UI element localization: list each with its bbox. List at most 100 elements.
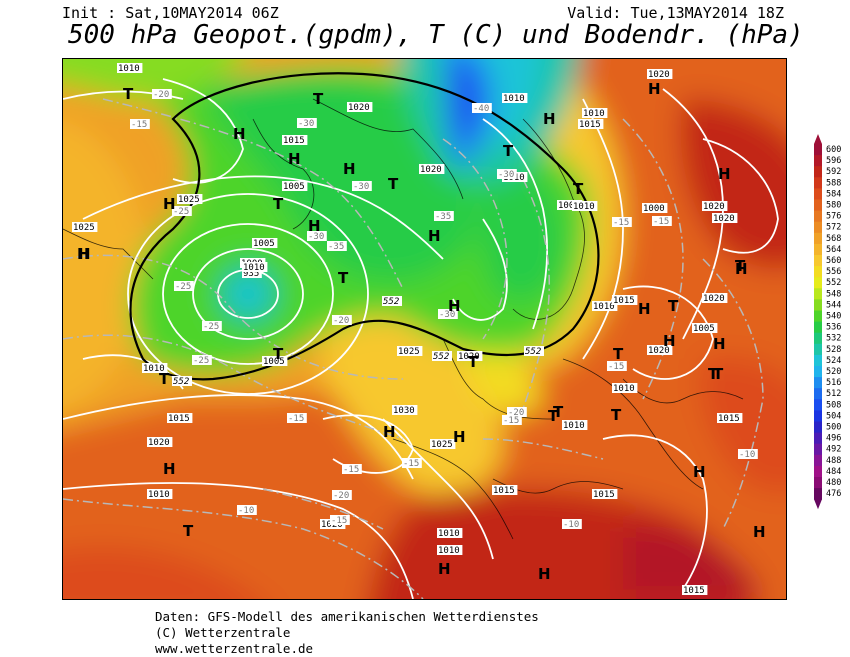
pressure-label-bg [437,545,463,555]
pressure-label: 1020 [713,214,735,224]
low-pressure-marker: T [503,142,514,160]
temp-label-bg [202,321,222,331]
pressure-label: 1015 [613,296,635,306]
color-scale-legend: 600 596 592 588 584 580 576 572 568 564 560 556 552 5… [813,134,849,524]
pressure-label: 1015 [683,586,705,596]
temp-label-bg [297,118,317,128]
legend-swatch [814,255,822,267]
pressure-label: 1010 [573,202,595,212]
pressure-label: 1005 [283,182,305,192]
legend-swatch [814,354,822,367]
map-title: 500 hPa Geopot.(gpdm), T (C) und Bodendr… [68,20,804,50]
legend-swatch [814,155,822,167]
pressure-label: 1010 [438,546,460,556]
legend-level-label: 600 [826,145,841,155]
legend-level-label: 552 [826,278,841,288]
pressure-label: 1015 [718,414,740,424]
legend-swatch [814,299,822,311]
high-pressure-marker: H [308,217,321,235]
legend-level-label: 560 [826,256,841,266]
high-pressure-marker: H [538,565,551,583]
temp-label-bg [352,181,372,191]
legend-swatch [814,443,822,456]
pressure-label-bg [242,262,268,272]
geopotential-label-bg [172,376,192,386]
low-pressure-marker: T [313,90,324,108]
high-pressure-marker: H [638,300,651,318]
temp-label: -20 [333,316,349,326]
legend-level-label: 572 [826,223,841,233]
pressure-label-bg [647,69,673,79]
legend-swatch [814,277,822,289]
legend-top-arrow [814,134,822,144]
low-pressure-marker: T [553,403,564,421]
geopotential-label: 552 [173,377,189,387]
pressure-label-bg [557,200,583,210]
footer-url[interactable]: www.wetterzentrale.de [155,641,314,656]
high-pressure-marker: H [448,297,461,315]
legend-level-label: 536 [826,323,841,333]
legend-swatch [814,366,822,378]
footer-credits: Daten: GFS-Modell des amerikanischen Wet… [155,609,539,657]
temp-label-bg [130,119,150,129]
legend-level-label: 516 [826,378,841,388]
pressure-label-bg [397,346,423,356]
temp-label-bg [174,281,194,291]
legend-level-label: 556 [826,267,841,277]
low-pressure-marker: T [611,406,622,424]
low-pressure-marker: T [273,345,284,363]
legend-level-label: 564 [826,245,841,255]
legend-level-label: 520 [826,367,841,377]
pressure-label: 1010 [613,384,635,394]
pressure-label: 1000 [558,201,580,211]
pressure-label-bg [592,301,618,311]
legend-swatch [814,465,822,478]
legend-swatch [814,421,822,434]
temp-label-bg [607,361,627,371]
temp-label: -15 [608,362,624,372]
low-pressure-marker: T [613,345,624,363]
pressure-label-bg [242,268,262,278]
low-pressure-marker: T [668,297,679,315]
high-pressure-marker: H [648,80,661,98]
legend-swatch [814,399,822,411]
geopotential-label: 552 [525,347,541,357]
temp-label: -15 [613,218,629,228]
legend-level-label: 492 [826,445,841,455]
legend-level-label: 512 [826,389,841,399]
pressure-label-bg [430,439,456,449]
legend-level-label: 480 [826,478,841,488]
weather-map: 1010102010101020101510101020101510051010… [62,58,787,600]
legend-swatch [814,232,822,245]
pressure-label-bg [578,119,604,129]
temp-label-bg [307,231,327,241]
temp-label: -20 [333,491,349,501]
temp-label: -15 [653,217,669,227]
pressure-label: 1010 [438,529,460,539]
pressure-label-bg [437,528,463,538]
legend-swatch [814,177,822,189]
pressure-label-bg [282,135,308,145]
temp-label: -15 [403,459,419,469]
pressure-label-bg [502,93,528,103]
legend-level-label: 584 [826,189,841,199]
low-pressure-marker: T [159,370,170,388]
temp-label-bg [330,515,350,525]
temp-label: -25 [173,207,189,217]
pressure-label: 1025 [178,195,200,205]
low-pressure-marker: T [573,180,584,198]
pressure-label-bg [592,489,618,499]
temp-label: -10 [563,520,579,530]
legend-level-label: 528 [826,345,841,355]
legend-level-label: 592 [826,167,841,177]
temp-label-bg [327,241,347,251]
pressure-label: 1030 [393,406,415,416]
high-pressure-marker: H [693,463,706,481]
high-pressure-marker: H [233,125,246,143]
legend-level-label: 500 [826,423,841,433]
low-pressure-marker: T [713,365,724,383]
temp-label: -30 [439,310,455,320]
pressure-label-bg [457,351,483,361]
temp-label: -15 [288,414,304,424]
legend-swatch [814,410,822,422]
